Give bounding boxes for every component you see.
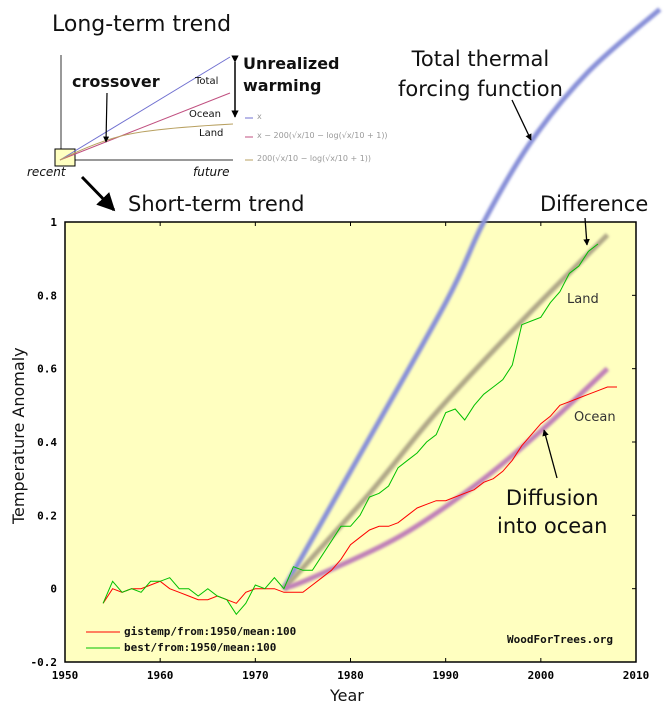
x-tick-label: 1970	[242, 669, 269, 682]
total-forcing-curve	[281, 7, 662, 590]
difference-arrow	[583, 217, 590, 246]
unrealized-warming-label: Unrealized warming	[243, 53, 340, 97]
legend-gistemp: gistemp/from:1950/mean:100	[124, 625, 297, 638]
legend-best: best/from:1950/mean:100	[124, 641, 277, 654]
x-tick-label: 1960	[147, 669, 174, 682]
inset-ocean-label: Ocean	[189, 109, 221, 120]
y-tick-label: 1	[50, 216, 57, 229]
total-forcing-line2: forcing function	[398, 77, 563, 101]
inset-formula-ocean: x − 200(√x/10 − log(√x/10 + 1))	[257, 131, 388, 140]
inset-land-line	[59, 123, 234, 161]
x-tick-label: 1980	[337, 669, 364, 682]
series-gistemp-line	[102, 386, 617, 604]
x-tick-label: 2010	[623, 669, 650, 682]
short-term-arrow	[80, 175, 116, 212]
y-tick-label: 0.8	[37, 289, 57, 302]
y-tick-label: 0	[50, 583, 57, 596]
inset-formula-total: x	[257, 112, 262, 121]
watermark: WoodForTrees.org	[507, 633, 613, 646]
y-tick-label: 0.6	[37, 363, 57, 376]
series-best-line	[102, 243, 599, 616]
diffusion-line2: into ocean	[497, 514, 608, 538]
land-label: Land	[567, 292, 599, 307]
total-forcing-arrow	[511, 99, 532, 141]
y-axis-label: Temperature Anomaly	[9, 347, 28, 524]
inset-title: Long-term trend	[52, 12, 232, 37]
y-tick-label: 0.4	[37, 436, 57, 449]
diffusion-label: Diffusion into ocean	[497, 484, 607, 540]
total-forcing-label: Total thermal forcing function	[398, 44, 563, 104]
unrealized-line1: Unrealized	[243, 54, 340, 73]
short-term-trend-label: Short-term trend	[128, 192, 305, 216]
diffusion-arrow	[542, 429, 558, 479]
unrealized-line2: warming	[243, 76, 322, 95]
ocean-label: Ocean	[574, 410, 616, 425]
ocean-curve	[282, 366, 610, 592]
plot-area	[64, 221, 637, 663]
inset-ocean-line	[59, 92, 231, 161]
inset-chart	[54, 55, 253, 167]
inset-recent-label: recent	[27, 165, 66, 179]
x-tick-label: 2000	[528, 669, 555, 682]
crossover-arrow	[103, 92, 110, 143]
inset-total-line	[59, 56, 231, 161]
crossover-label: crossover	[72, 72, 160, 91]
total-forcing-line1: Total thermal	[411, 47, 550, 71]
x-axis-label: Year	[330, 686, 364, 705]
y-tick-label: -0.2	[31, 656, 58, 669]
y-tick-label: 0.2	[37, 509, 57, 522]
inset-future-label: future	[193, 165, 230, 179]
inset-total-label: Total	[195, 76, 219, 87]
diffusion-line1: Diffusion	[505, 486, 599, 510]
inset-formula-land: 200(√x/10 − log(√x/10 + 1))	[257, 154, 372, 163]
x-tick-label: 1950	[52, 669, 79, 682]
inset-land-label: Land	[199, 128, 224, 139]
x-tick-label: 1990	[432, 669, 459, 682]
difference-label: Difference	[540, 192, 649, 216]
